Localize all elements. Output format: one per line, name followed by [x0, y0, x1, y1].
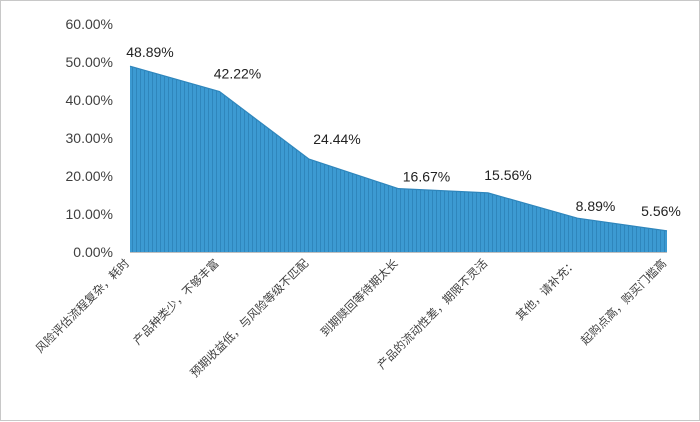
data-label: 16.67% — [403, 169, 450, 185]
plot-area — [129, 65, 668, 252]
data-label: 8.89% — [576, 198, 616, 214]
y-tick-label: 30.00% — [66, 130, 113, 146]
y-tick-label: 40.00% — [66, 92, 113, 108]
data-label: 48.89% — [126, 44, 173, 60]
y-tick-label: 20.00% — [66, 168, 113, 184]
area-top-edge — [129, 65, 668, 232]
y-tick-label: 60.00% — [66, 16, 113, 32]
data-label: 42.22% — [214, 66, 261, 82]
x-category-label: 起购点高，购买门槛高 — [578, 256, 669, 347]
data-labels: 48.89% 42.22% 24.44% 16.67% 15.56% 8.89% 5.56% — [126, 44, 681, 219]
x-category-label: 产品种类少，不够丰富 — [130, 256, 221, 347]
data-label: 15.56% — [484, 167, 531, 183]
area-series — [130, 66, 667, 252]
y-tick-label: 0.00% — [73, 244, 113, 260]
y-axis: 0.00% 10.00% 20.00% 30.00% 40.00% 50.00% 60.00… — [66, 16, 113, 260]
x-category-label: 风险评估流程复杂，耗时 — [33, 256, 133, 356]
y-tick-label: 50.00% — [66, 54, 113, 70]
x-category-label: 其他，请补充： — [513, 256, 580, 323]
x-category-label: 到期赎回等待期太长 — [318, 256, 401, 339]
y-tick-label: 10.00% — [66, 206, 113, 222]
data-label: 24.44% — [313, 131, 360, 147]
data-label: 5.56% — [641, 203, 681, 219]
